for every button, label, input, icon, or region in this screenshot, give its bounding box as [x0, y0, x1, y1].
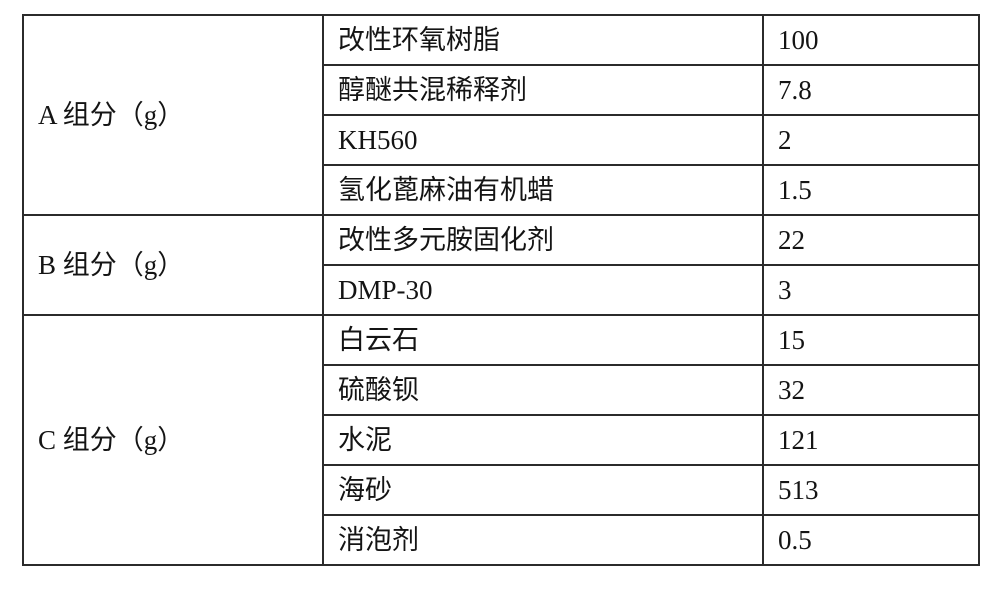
table-row: A 组分（g） 改性环氧树脂 100	[23, 15, 979, 65]
table-row: C 组分（g） 白云石 15	[23, 315, 979, 365]
group-label-c: C 组分（g）	[23, 315, 323, 565]
table-body: A 组分（g） 改性环氧树脂 100 醇醚共混稀释剂 7.8 KH560 2 氢…	[23, 15, 979, 565]
ingredient-amount: 0.5	[763, 515, 979, 565]
ingredient-name: 醇醚共混稀释剂	[323, 65, 763, 115]
ingredient-amount: 7.8	[763, 65, 979, 115]
ingredient-name: 氢化蓖麻油有机蜡	[323, 165, 763, 215]
table-row: B 组分（g） 改性多元胺固化剂 22	[23, 215, 979, 265]
ingredient-amount: 32	[763, 365, 979, 415]
ingredient-name: KH560	[323, 115, 763, 165]
formulation-table: A 组分（g） 改性环氧树脂 100 醇醚共混稀释剂 7.8 KH560 2 氢…	[22, 14, 980, 566]
group-label-a: A 组分（g）	[23, 15, 323, 215]
page: A 组分（g） 改性环氧树脂 100 醇醚共混稀释剂 7.8 KH560 2 氢…	[0, 0, 1000, 589]
ingredient-name: 海砂	[323, 465, 763, 515]
ingredient-amount: 15	[763, 315, 979, 365]
ingredient-name: 白云石	[323, 315, 763, 365]
ingredient-amount: 2	[763, 115, 979, 165]
ingredient-name: 改性多元胺固化剂	[323, 215, 763, 265]
ingredient-amount: 3	[763, 265, 979, 315]
group-label-b: B 组分（g）	[23, 215, 323, 315]
ingredient-amount: 513	[763, 465, 979, 515]
ingredient-amount: 1.5	[763, 165, 979, 215]
ingredient-amount: 100	[763, 15, 979, 65]
ingredient-amount: 22	[763, 215, 979, 265]
ingredient-name: 消泡剂	[323, 515, 763, 565]
ingredient-name: DMP-30	[323, 265, 763, 315]
ingredient-name: 硫酸钡	[323, 365, 763, 415]
ingredient-name: 水泥	[323, 415, 763, 465]
ingredient-amount: 121	[763, 415, 979, 465]
ingredient-name: 改性环氧树脂	[323, 15, 763, 65]
